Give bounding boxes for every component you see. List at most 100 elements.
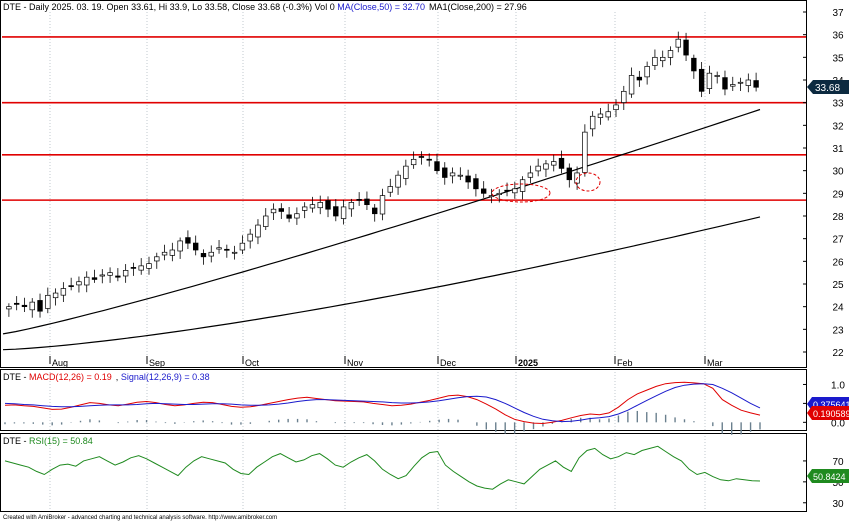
price-tick-label: 29 bbox=[832, 189, 844, 200]
candle-body bbox=[434, 161, 440, 172]
moving-average-layer bbox=[2, 108, 761, 351]
candle-body bbox=[457, 174, 464, 177]
candle-body bbox=[628, 75, 635, 95]
candle-body bbox=[21, 304, 28, 308]
footer-credit: Created with AmiBroker - advanced charti… bbox=[3, 515, 277, 521]
candle-body bbox=[691, 57, 697, 72]
price-tick-label: 30 bbox=[832, 167, 844, 178]
candle-body bbox=[278, 208, 284, 212]
candle-body bbox=[216, 247, 222, 250]
candle-body bbox=[465, 175, 471, 183]
price-tick-label: 25 bbox=[832, 280, 844, 291]
month-x-axis: Aug Sep Oct Nov Dec 2025 Feb Mar bbox=[49, 356, 723, 368]
candle-body bbox=[512, 188, 518, 194]
macd-panel-frame bbox=[0, 369, 807, 431]
candle-body bbox=[667, 50, 674, 58]
candle-body bbox=[504, 189, 510, 192]
candle-body bbox=[154, 256, 160, 262]
candle-body bbox=[558, 157, 565, 169]
macd-series-layer bbox=[4, 372, 761, 435]
candle-body bbox=[379, 195, 386, 215]
candle-body bbox=[239, 242, 246, 251]
candle-body bbox=[224, 248, 230, 251]
candle-body bbox=[169, 249, 176, 256]
candle-body bbox=[372, 207, 378, 215]
candle-body bbox=[473, 178, 479, 190]
price-title-prefix: DTE - Daily 2025. 03. 19. Open 33.61, Hi… bbox=[3, 2, 337, 12]
candle-body bbox=[193, 242, 199, 251]
candle-body bbox=[730, 84, 736, 87]
macd-line bbox=[4, 381, 761, 425]
candle-body bbox=[364, 198, 370, 206]
candle-body bbox=[231, 251, 238, 254]
candle-body bbox=[527, 172, 534, 178]
last-price-badge: 33.68 bbox=[807, 80, 849, 94]
macd-value: 0.190589 bbox=[813, 409, 850, 419]
candle-body bbox=[37, 300, 43, 312]
candle-body bbox=[309, 204, 316, 209]
candle-body bbox=[566, 167, 572, 181]
macd-tick-label: 0.0 bbox=[831, 418, 845, 429]
rsi-y-axis: 70 50 30 bbox=[803, 457, 844, 510]
candle-body bbox=[6, 306, 12, 310]
rsi-value-badge: 50.8424 bbox=[807, 469, 849, 483]
candle-body bbox=[356, 199, 362, 201]
highlight-ellipse-dec bbox=[491, 183, 551, 203]
candle-body bbox=[535, 165, 541, 172]
signal-value: 0.375641 bbox=[813, 400, 850, 410]
macd-value-badge: 0.190589 bbox=[807, 406, 850, 420]
candle-body bbox=[177, 240, 183, 252]
signal-line bbox=[4, 383, 761, 423]
price-tick-label: 37 bbox=[832, 8, 844, 19]
price-tick-label: 23 bbox=[832, 325, 844, 336]
month-label: Sep bbox=[149, 358, 165, 368]
candle-body bbox=[107, 272, 113, 276]
candle-body bbox=[722, 77, 728, 90]
candle-body bbox=[597, 113, 604, 118]
candle-body bbox=[481, 188, 487, 194]
macd-title-prefix: DTE - bbox=[3, 372, 29, 382]
candle-body bbox=[418, 156, 425, 158]
month-label: Dec bbox=[440, 358, 457, 368]
candle-body bbox=[551, 161, 557, 166]
candle-body bbox=[621, 90, 627, 103]
price-tick-label: 26 bbox=[832, 257, 844, 268]
candle-body bbox=[76, 281, 82, 286]
rsi-series-layer bbox=[4, 436, 761, 510]
candle-body bbox=[660, 56, 666, 62]
candle-body bbox=[675, 38, 681, 48]
candle-body bbox=[294, 213, 300, 219]
candle-body bbox=[395, 174, 401, 188]
rsi-panel-frame bbox=[0, 433, 807, 512]
candle-body bbox=[605, 111, 611, 118]
candle-body bbox=[263, 215, 269, 227]
support-resistance-lines bbox=[2, 36, 806, 201]
candle-body bbox=[60, 288, 67, 296]
month-label: Mar bbox=[707, 358, 723, 368]
month-label: Nov bbox=[347, 358, 364, 368]
candle-body bbox=[247, 233, 253, 242]
candle-body bbox=[449, 172, 456, 177]
candle-body bbox=[333, 206, 339, 217]
ma200-label: MA1(Close,200) = 27.96 bbox=[429, 2, 527, 12]
price-y-axis: 37363534333231302928272625242322 bbox=[803, 8, 844, 359]
candle-body bbox=[200, 253, 207, 258]
rsi-line bbox=[4, 445, 761, 490]
price-tick-label: 32 bbox=[832, 121, 844, 132]
macd-panel-title: DTE - MACD(12,26) = 0.19, Signal(12,26,9… bbox=[3, 372, 210, 382]
candle-body bbox=[45, 294, 51, 309]
candle-body bbox=[325, 200, 331, 210]
candle-body bbox=[208, 251, 214, 257]
candle-body bbox=[317, 202, 323, 209]
candle-body bbox=[115, 275, 121, 278]
month-label: Aug bbox=[52, 358, 68, 368]
candle-body bbox=[652, 56, 658, 66]
candle-body bbox=[683, 39, 689, 56]
candle-body bbox=[99, 274, 105, 277]
ma50-line bbox=[2, 108, 761, 335]
price-tick-label: 35 bbox=[832, 53, 844, 64]
candle-body bbox=[161, 251, 168, 256]
price-tick-label: 22 bbox=[832, 348, 844, 359]
rsi-value: 50.8424 bbox=[813, 472, 846, 482]
candle-body bbox=[442, 167, 448, 178]
